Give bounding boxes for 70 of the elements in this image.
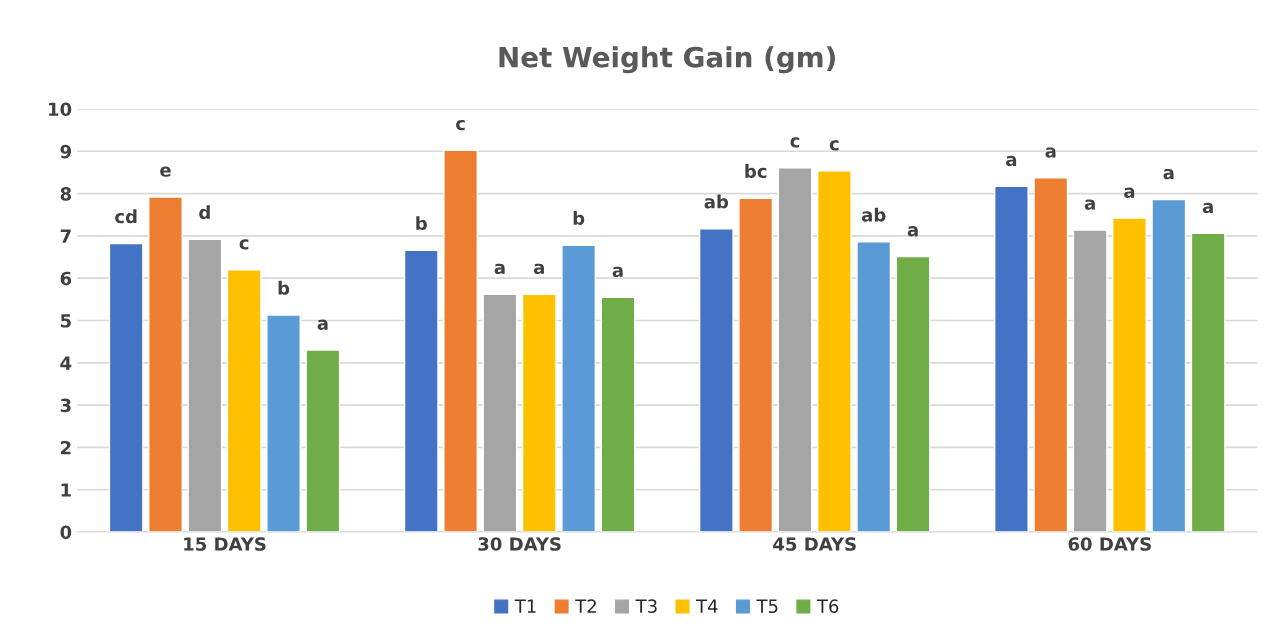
- bar: [895, 255, 931, 533]
- bar: [403, 249, 439, 533]
- y-tick-label: 5: [60, 314, 71, 328]
- x-tick-label: 60 DAYS: [1068, 537, 1151, 551]
- data-label: bc: [745, 164, 767, 179]
- data-label: c: [790, 137, 800, 148]
- y-tick-label: 9: [60, 144, 71, 159]
- bar: [816, 170, 852, 533]
- data-label: c: [829, 140, 839, 151]
- chart-title: Net Weight Gain (gm): [499, 46, 835, 74]
- bar: [187, 238, 223, 533]
- bar: [148, 196, 183, 533]
- y-tick-label: 2: [60, 440, 71, 455]
- bar: [226, 269, 262, 533]
- data-label: a: [1084, 199, 1095, 210]
- y-tick-label: 7: [60, 229, 71, 243]
- data-label: a: [1202, 202, 1213, 214]
- bar: [1072, 229, 1108, 533]
- data-label: b: [573, 211, 585, 226]
- bar: [1151, 198, 1187, 533]
- data-label: d: [199, 205, 210, 220]
- data-label: a: [317, 319, 328, 330]
- y-tick-label: 0: [60, 525, 72, 540]
- bar: [994, 185, 1029, 533]
- bar: [1033, 177, 1069, 533]
- data-label: c: [456, 119, 465, 131]
- legend-label: T5: [756, 599, 778, 614]
- x-tick-label: 45 DAYS: [773, 537, 856, 551]
- bar: [1190, 232, 1226, 533]
- bar: [777, 167, 813, 533]
- y-tick-label: 3: [60, 398, 71, 413]
- data-label: cd: [115, 209, 137, 224]
- bar: [482, 293, 518, 533]
- bar: [600, 296, 636, 533]
- data-label: b: [278, 280, 290, 295]
- bar: [521, 293, 557, 533]
- data-label: a: [1045, 147, 1056, 158]
- y-tick-label: 4: [60, 356, 72, 370]
- bar: [698, 228, 734, 533]
- data-label: a: [1163, 168, 1174, 180]
- bar: [1112, 217, 1147, 533]
- bar: [108, 242, 144, 533]
- data-label: e: [160, 166, 171, 177]
- legend-label: T1: [514, 599, 536, 613]
- x-tick-label: 15 DAYS: [184, 537, 266, 551]
- data-label: a: [1006, 155, 1017, 167]
- data-label: a: [533, 263, 544, 275]
- legend-label: T3: [635, 599, 657, 614]
- y-tick-label: 1: [61, 483, 71, 497]
- data-label: a: [612, 266, 623, 278]
- data-label: a: [1124, 187, 1135, 198]
- legend-label: T2: [575, 599, 596, 613]
- data-label: a: [494, 263, 505, 275]
- data-label: c: [239, 239, 249, 250]
- bar: [738, 197, 774, 533]
- data-label: ab: [704, 194, 729, 209]
- x-tick-label: 30 DAYS: [478, 537, 561, 551]
- data-label: ab: [861, 207, 886, 222]
- y-tick-label: 6: [60, 271, 72, 286]
- y-tick-label: 8: [60, 187, 71, 201]
- bar: [561, 244, 597, 533]
- legend-label: T6: [816, 599, 839, 614]
- y-tick-label: 10: [49, 102, 72, 117]
- bar: [856, 241, 892, 533]
- bar: [266, 314, 301, 533]
- legend-label: T4: [696, 599, 718, 613]
- data-label: b: [416, 216, 427, 231]
- bar: [443, 149, 479, 533]
- data-label: a: [907, 226, 918, 237]
- bar: [305, 349, 341, 533]
